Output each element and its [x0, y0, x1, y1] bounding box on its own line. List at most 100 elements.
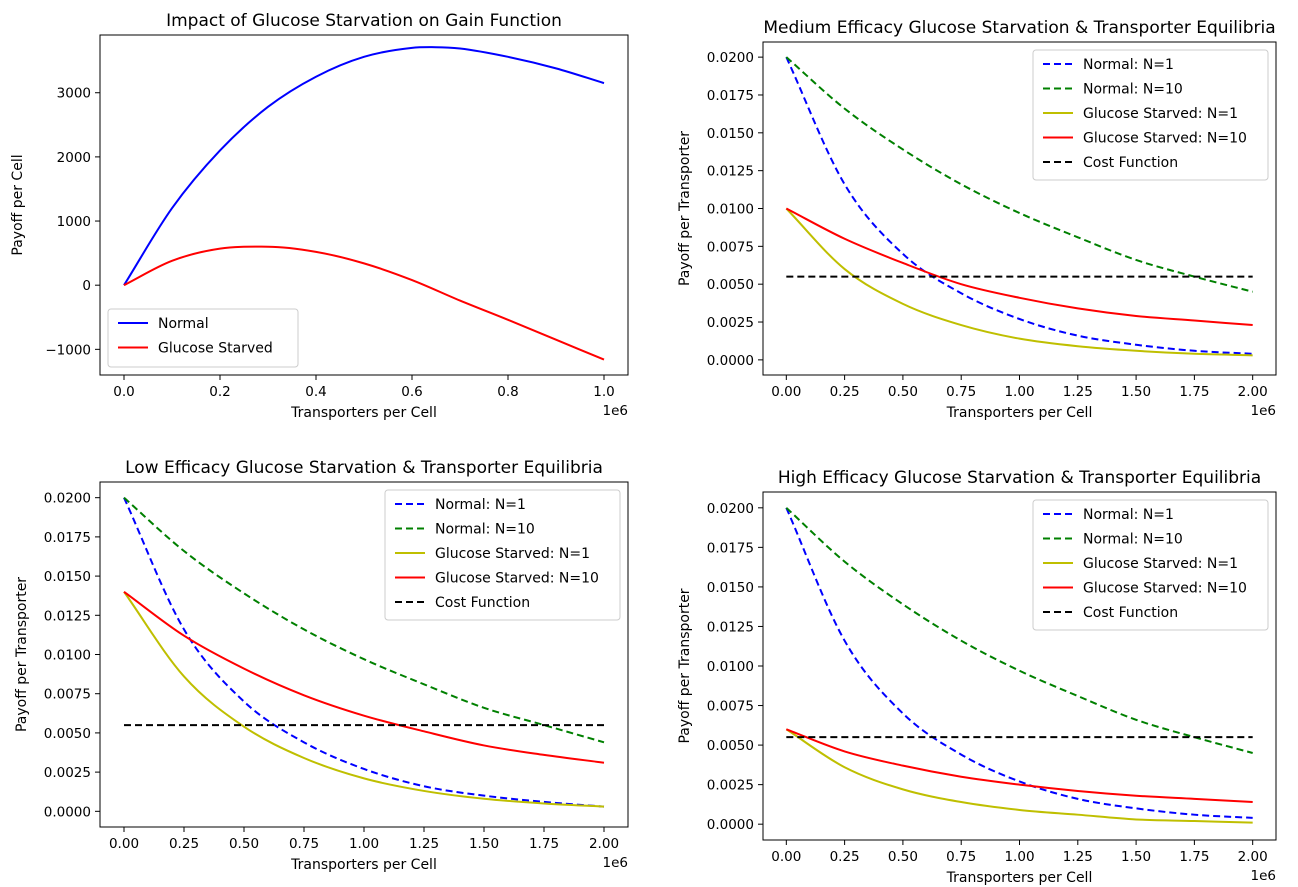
y-tick-label: 0.0200	[44, 491, 91, 507]
chart-title: Medium Efficacy Glucose Starvation & Tra…	[763, 18, 1275, 38]
y-tick-label: 0.0075	[707, 239, 754, 255]
x-tick-label: 1.25	[1063, 849, 1093, 865]
x-tick-label: 0.75	[946, 849, 976, 865]
axes-frame	[99, 34, 629, 376]
legend-label: Cost Function	[435, 595, 530, 611]
legend-label: Normal: N=10	[435, 522, 535, 538]
series-group	[785, 56, 1253, 357]
x-tick-label: 1.25	[409, 836, 439, 852]
legend-box	[384, 489, 621, 621]
legend-label: Glucose Starved: N=1	[1083, 556, 1238, 572]
y-tick-label: 0	[82, 278, 91, 294]
x-axis-label: Transporters per Cell	[946, 405, 1093, 421]
y-tick-label: 0.0100	[44, 648, 91, 664]
y-axis-label: Payoff per Transporter	[14, 577, 30, 732]
legend-box	[107, 308, 299, 368]
series-line-1	[785, 56, 1253, 355]
x-tick-label: 0.0	[113, 384, 134, 400]
legend-label: Glucose Starved: N=10	[1083, 581, 1247, 597]
series-line-4	[785, 728, 1253, 804]
series-line-2	[123, 496, 605, 744]
series-line-3	[123, 591, 605, 808]
y-tick-label: 0.0125	[707, 619, 754, 635]
legend-label: Glucose Starved: N=10	[435, 571, 599, 587]
x-tick-label: 0.4	[305, 384, 326, 400]
y-tick-label: 3000	[57, 86, 91, 102]
y-tick-label: 2000	[57, 150, 91, 166]
y-tick-label: 0.0025	[707, 315, 754, 331]
x-tick-label: 1.75	[1179, 384, 1209, 400]
x-tick-label: 0.00	[109, 836, 139, 852]
x-tick-label: 0.25	[169, 836, 199, 852]
legend-label: Normal: N=10	[1083, 82, 1183, 98]
y-tick-label: 0.0075	[707, 699, 754, 715]
chart-panel-1: 0.0 0.2 0.4 0.6 0.8 1.0 −1000 0 1000 2000 3000 1e6 I…	[10, 11, 629, 421]
legend-label: Normal: N=1	[1083, 507, 1174, 523]
x-tick-label: 0.25	[830, 849, 860, 865]
x-tick-label: 1.25	[1063, 384, 1093, 400]
chart-panel-2: 0.00 0.25 0.50 0.75 1.00 1.25 1.50 1.75 2.00 0.00…	[677, 18, 1277, 421]
y-tick-label: −1000	[45, 342, 91, 358]
chart-panel-4: 0.00 0.25 0.50 0.75 1.00 1.25 1.50 1.75 2.00 0.00…	[677, 468, 1277, 886]
x-tick-label: 0.6	[401, 384, 422, 400]
y-axis-label: Payoff per Cell	[10, 154, 26, 255]
y-tick-label: 0.0125	[707, 164, 754, 180]
y-tick-label: 0.0150	[707, 126, 754, 142]
y-tick-label: 0.0100	[707, 202, 754, 218]
legend-label: Normal	[158, 316, 209, 332]
x-tick-label: 1.50	[1121, 849, 1151, 865]
series-line-1	[785, 507, 1253, 819]
x-offset-label: 1e6	[603, 855, 628, 871]
series-line-2	[785, 507, 1253, 754]
legend-label: Cost Function	[1083, 605, 1178, 621]
y-tick-label: 0.0175	[44, 530, 91, 546]
y-tick-label: 0.0075	[44, 687, 91, 703]
x-tick-label: 1.75	[529, 836, 559, 852]
x-offset-label: 1e6	[1251, 403, 1276, 419]
y-tick-label: 0.0050	[44, 726, 91, 742]
x-tick-label: 1.50	[1121, 384, 1151, 400]
x-tick-label: 0.25	[830, 384, 860, 400]
x-tick-label: 0.75	[289, 836, 319, 852]
y-tick-label: 0.0175	[707, 88, 754, 104]
x-tick-label: 1.00	[349, 836, 379, 852]
y-tick-label: 0.0100	[707, 659, 754, 675]
y-axis-label: Payoff per Transporter	[677, 131, 693, 286]
legend-label: Glucose Starved: N=1	[1083, 106, 1238, 122]
series-group	[785, 507, 1253, 824]
x-tick-label: 2.00	[589, 836, 619, 852]
legend-label: Glucose Starved: N=10	[1083, 131, 1247, 147]
y-tick-label: 0.0175	[707, 540, 754, 556]
y-tick-label: 0.0200	[707, 50, 754, 66]
chart-title: High Efficacy Glucose Starvation & Trans…	[778, 468, 1261, 488]
series-line-1	[123, 497, 605, 808]
y-tick-label: 0.0200	[707, 501, 754, 517]
series-group	[123, 46, 605, 361]
series-line-1	[123, 46, 605, 286]
x-offset-label: 1e6	[1251, 868, 1276, 884]
series-line-2	[123, 245, 605, 361]
y-tick-label: 0.0125	[44, 608, 91, 624]
legend: Normal Glucose Starved	[107, 308, 299, 368]
x-axis-label: Transporters per Cell	[946, 870, 1093, 886]
x-tick-label: 2.00	[1238, 849, 1268, 865]
y-tick-label: 0.0050	[707, 738, 754, 754]
chart-title: Impact of Glucose Starvation on Gain Fun…	[166, 11, 562, 31]
series-line-4	[123, 590, 605, 764]
x-tick-label: 0.50	[888, 849, 918, 865]
y-tick-label: 0.0050	[707, 277, 754, 293]
series-line-3	[785, 207, 1253, 357]
y-tick-label: 0.0000	[707, 353, 754, 369]
y-tick-label: 1000	[57, 214, 91, 230]
series-line-3	[785, 728, 1253, 824]
series-line-4	[785, 207, 1253, 327]
x-tick-label: 0.50	[229, 836, 259, 852]
x-tick-label: 1.00	[1004, 384, 1034, 400]
y-tick-label: 0.0150	[707, 580, 754, 596]
x-tick-label: 0.2	[209, 384, 230, 400]
x-axis-label: Transporters per Cell	[290, 405, 437, 421]
x-tick-label: 2.00	[1238, 384, 1268, 400]
legend-box	[1032, 499, 1269, 631]
legend-label: Glucose Starved	[158, 341, 273, 357]
